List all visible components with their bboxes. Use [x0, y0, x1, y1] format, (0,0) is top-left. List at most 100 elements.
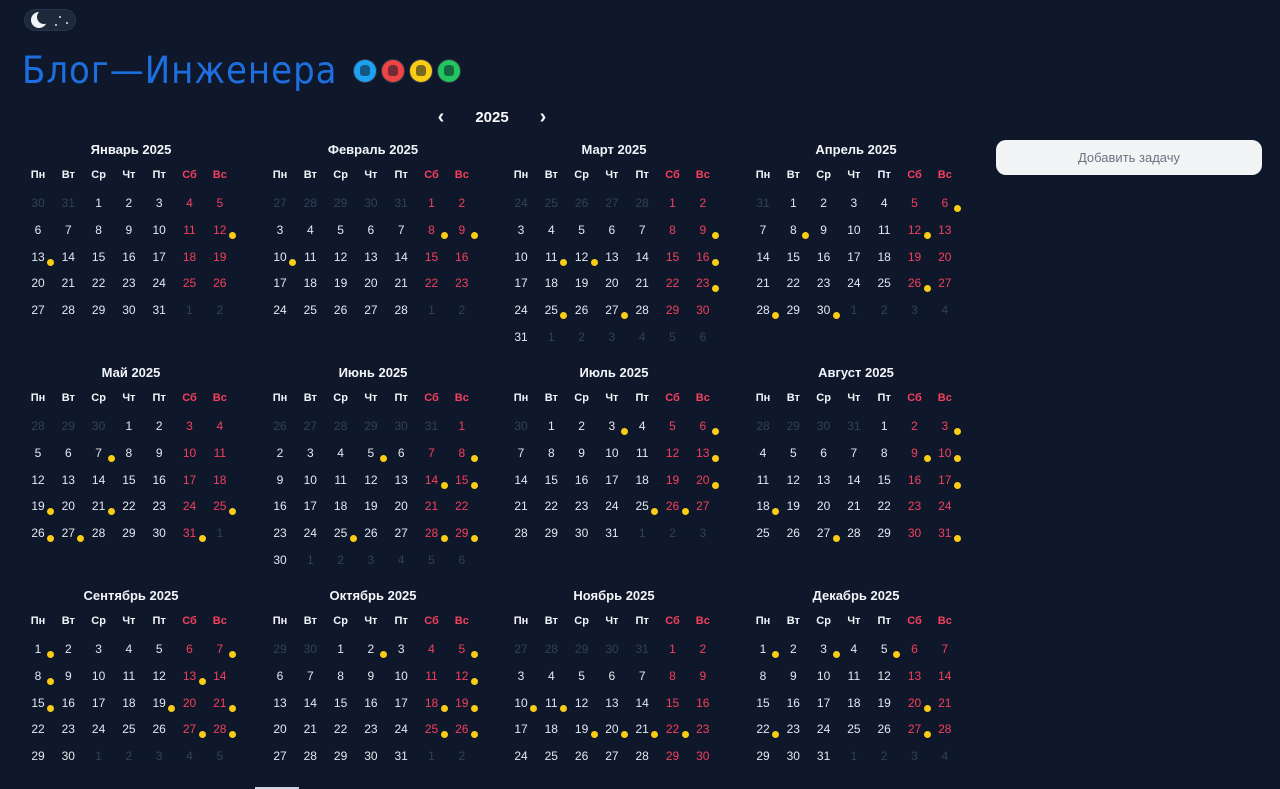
calendar-day[interactable]: 15: [756, 695, 770, 710]
calendar-day[interactable]: 18: [748, 496, 779, 516]
calendar-day[interactable]: 15: [122, 472, 136, 487]
calendar-day[interactable]: 21: [938, 695, 952, 710]
calendar-day[interactable]: 16: [907, 472, 922, 487]
calendar-day[interactable]: 2: [578, 419, 585, 433]
calendar-day[interactable]: 11: [122, 668, 136, 683]
calendar-day[interactable]: 18: [303, 276, 317, 291]
calendar-day[interactable]: 25: [182, 276, 197, 291]
calendar-day[interactable]: 1: [748, 639, 779, 659]
calendar-day[interactable]: 31: [175, 523, 206, 543]
calendar-day-outside[interactable]: 28: [303, 196, 317, 210]
calendar-day[interactable]: 8: [447, 443, 478, 463]
calendar-day[interactable]: 13: [273, 695, 287, 710]
calendar-day[interactable]: 2: [699, 196, 707, 210]
calendar-day[interactable]: 2: [125, 196, 133, 210]
calendar-day[interactable]: 31: [816, 749, 831, 764]
calendar-day[interactable]: 27: [364, 303, 378, 318]
calendar-day[interactable]: 5: [578, 668, 585, 683]
calendar-day[interactable]: 28: [514, 526, 528, 541]
calendar-day[interactable]: 8: [669, 222, 676, 237]
calendar-day[interactable]: 14: [847, 472, 861, 487]
calendar-day-outside[interactable]: 1: [850, 749, 858, 764]
calendar-day-outside[interactable]: 31: [424, 419, 439, 433]
calendar-day-outside[interactable]: 25: [544, 196, 558, 210]
calendar-day[interactable]: 10: [930, 443, 961, 463]
calendar-day[interactable]: 14: [756, 249, 770, 264]
calendar-day[interactable]: 13: [175, 666, 206, 686]
calendar-day[interactable]: 27: [394, 526, 408, 541]
scrollbar-thumb[interactable]: [255, 787, 299, 789]
calendar-day[interactable]: 10: [816, 668, 831, 683]
calendar-day[interactable]: 22: [786, 276, 800, 291]
calendar-day[interactable]: 6: [367, 222, 375, 237]
calendar-day[interactable]: 21: [424, 499, 439, 514]
calendar-day[interactable]: 30: [907, 526, 922, 541]
calendar-day[interactable]: 20: [605, 276, 619, 291]
calendar-day[interactable]: 20: [688, 470, 719, 490]
calendar-day[interactable]: 6: [608, 222, 616, 237]
calendar-day[interactable]: 17: [930, 470, 961, 490]
add-task-button[interactable]: Добавить задачу: [996, 140, 1262, 175]
calendar-day[interactable]: 8: [778, 220, 810, 240]
calendar-day[interactable]: 4: [216, 419, 224, 433]
calendar-day[interactable]: 17: [816, 695, 831, 710]
calendar-day[interactable]: 21: [303, 722, 317, 737]
calendar-day[interactable]: 21: [756, 276, 770, 291]
calendar-day-outside[interactable]: 1: [186, 303, 193, 318]
calendar-day[interactable]: 21: [394, 276, 408, 291]
calendar-day[interactable]: 4: [547, 222, 555, 237]
calendar-day-outside[interactable]: 30: [31, 196, 45, 210]
calendar-day[interactable]: 8: [95, 222, 102, 237]
calendar-day-outside[interactable]: 5: [216, 749, 224, 764]
calendar-day[interactable]: 1: [337, 642, 344, 656]
calendar-day-outside[interactable]: 2: [458, 303, 466, 318]
calendar-day[interactable]: 5: [669, 419, 676, 433]
chevron-right-icon[interactable]: ›: [539, 105, 547, 128]
calendar-day[interactable]: 11: [183, 222, 196, 237]
calendar-day[interactable]: 9: [447, 220, 478, 240]
calendar-day[interactable]: 10: [605, 445, 619, 460]
calendar-day-outside[interactable]: 2: [125, 749, 133, 764]
calendar-day[interactable]: 18: [213, 472, 227, 487]
calendar-day[interactable]: 11: [334, 472, 347, 487]
calendar-day-outside[interactable]: 26: [273, 419, 287, 433]
calendar-day[interactable]: 28: [635, 749, 649, 764]
calendar-day[interactable]: 18: [847, 695, 861, 710]
calendar-day-outside[interactable]: 27: [303, 419, 317, 433]
calendar-day[interactable]: 1: [95, 196, 102, 210]
calendar-day[interactable]: 4: [547, 668, 555, 683]
calendar-day[interactable]: 28: [91, 526, 106, 541]
calendar-day-outside[interactable]: 30: [91, 419, 106, 433]
calendar-day[interactable]: 19: [907, 249, 922, 264]
calendar-day[interactable]: 20: [182, 695, 197, 710]
calendar-day[interactable]: 2: [64, 642, 72, 656]
calendar-day[interactable]: 13: [605, 249, 619, 264]
calendar-day[interactable]: 3: [597, 416, 628, 436]
calendar-day[interactable]: 20: [938, 249, 952, 264]
calendar-day[interactable]: 30: [364, 749, 378, 764]
calendar-day[interactable]: 31: [605, 526, 619, 541]
calendar-day[interactable]: 9: [367, 668, 375, 683]
calendar-day[interactable]: 3: [186, 419, 193, 433]
calendar-day[interactable]: 28: [748, 300, 779, 320]
calendar-day[interactable]: 24: [273, 303, 287, 318]
calendar-day-outside[interactable]: 1: [638, 526, 646, 541]
calendar-day[interactable]: 21: [205, 693, 236, 713]
calendar-day[interactable]: 30: [809, 300, 840, 320]
calendar-day-outside[interactable]: 1: [428, 303, 435, 318]
calendar-day[interactable]: 25: [326, 523, 357, 543]
calendar-day-outside[interactable]: 31: [847, 419, 861, 433]
calendar-day-outside[interactable]: 31: [61, 196, 75, 210]
calendar-day-outside[interactable]: 30: [394, 419, 408, 433]
calendar-day[interactable]: 8: [23, 666, 54, 686]
calendar-day[interactable]: 9: [276, 472, 284, 487]
calendar-day[interactable]: 15: [23, 693, 54, 713]
calendar-day[interactable]: 5: [356, 443, 387, 463]
calendar-day[interactable]: 19: [23, 496, 54, 516]
calendar-day[interactable]: 29: [31, 749, 45, 764]
calendar-day[interactable]: 17: [394, 695, 408, 710]
calendar-day[interactable]: 15: [877, 472, 891, 487]
calendar-day[interactable]: 12: [574, 695, 589, 710]
calendar-day[interactable]: 17: [514, 722, 528, 737]
calendar-day[interactable]: 13: [605, 695, 619, 710]
